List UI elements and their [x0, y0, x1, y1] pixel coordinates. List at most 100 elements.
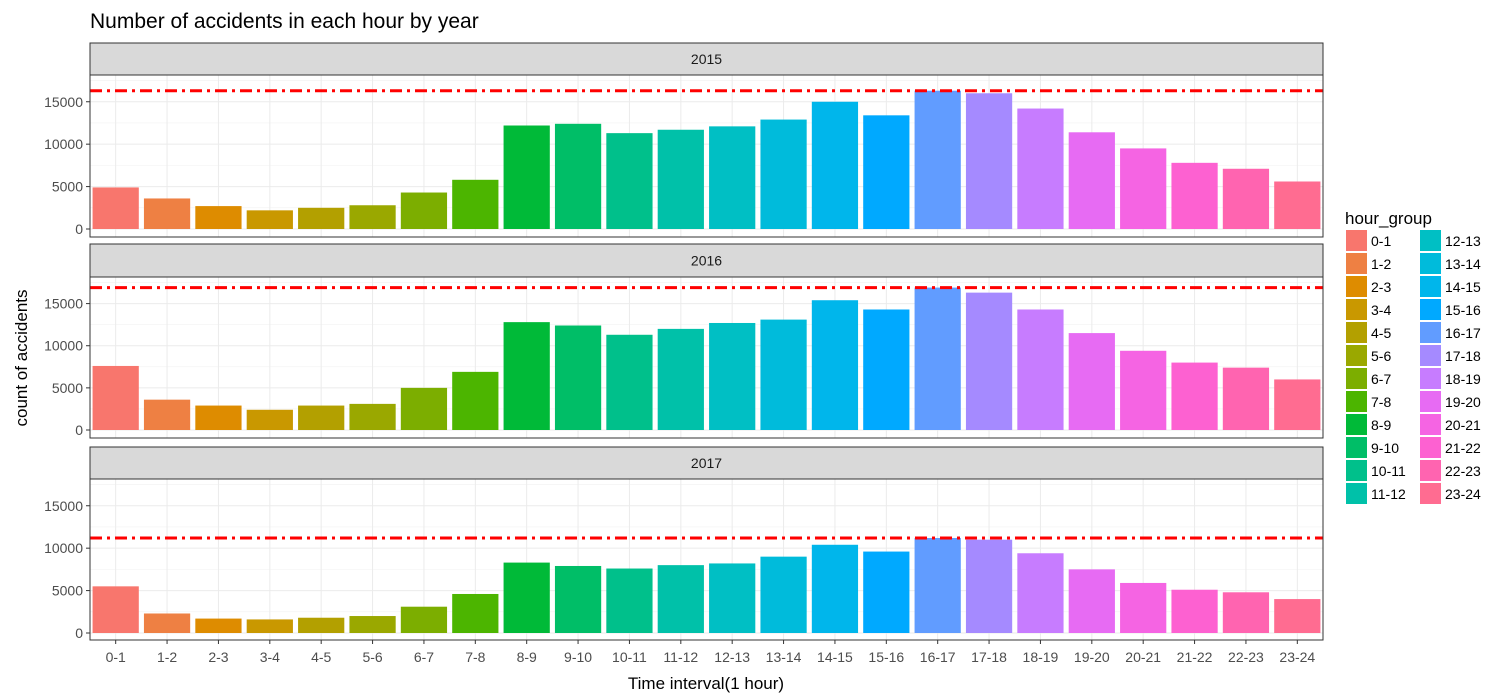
facet-panels: 2015050001000015000201605000100001500020…	[44, 42, 1324, 641]
legend-key-19-20	[1420, 391, 1441, 412]
x-tick-label: 1-2	[157, 649, 177, 665]
legend-label: 12-13	[1445, 233, 1481, 249]
bar-21-22	[1171, 362, 1218, 430]
legend-key-18-19	[1420, 368, 1441, 389]
legend-key-21-22	[1420, 437, 1441, 458]
bar-22-23	[1222, 592, 1270, 633]
legend-label: 4-5	[1371, 325, 1391, 341]
legend-key-0-1	[1346, 230, 1367, 251]
legend-label: 22-23	[1445, 463, 1481, 479]
x-tick-label: 0-1	[106, 649, 126, 665]
bar-3-4	[246, 619, 293, 633]
legend-key-5-6	[1346, 345, 1367, 366]
legend-key-10-11	[1346, 460, 1367, 481]
bar-13-14	[760, 556, 807, 633]
facet-2017: 2017 0 5000 10000 15000	[44, 446, 1324, 641]
bar-18-19	[1017, 108, 1064, 229]
bar-9-10	[554, 565, 602, 633]
legend-label: 10-11	[1371, 463, 1406, 479]
y-tick-label: 5000	[52, 583, 83, 599]
x-axis: 0-1 1-2 2-3 3-4 4-5 5-6 6-7 7-8 8-9 9-10 10-11 11-1…	[106, 640, 1315, 665]
legend-key-8-9	[1346, 414, 1367, 435]
legend-key-11-12	[1346, 483, 1367, 504]
y-tick-label: 10000	[44, 136, 83, 152]
legend-label: 18-19	[1445, 371, 1481, 387]
bar-19-20	[1068, 333, 1115, 430]
bar-8-9	[503, 125, 550, 229]
y-tick-label: 0	[75, 625, 83, 641]
y-tick-label: 15000	[44, 296, 83, 312]
legend-label: 3-4	[1371, 302, 1391, 318]
x-tick-label: 14-15	[817, 649, 853, 665]
y-tick-label: 10000	[44, 540, 83, 556]
x-tick-label: 23-24	[1279, 649, 1315, 665]
bar-20-21	[1120, 350, 1167, 430]
bar-7-8	[452, 593, 499, 633]
legend-label: 2-3	[1371, 279, 1391, 295]
legend-key-2-3	[1346, 276, 1367, 297]
legend-title: hour_group	[1345, 209, 1432, 228]
x-tick-label: 12-13	[714, 649, 750, 665]
bar-12-13	[709, 126, 756, 229]
y-tick-label: 0	[75, 221, 83, 237]
bar-9-10	[554, 325, 602, 430]
legend-key-15-16	[1420, 299, 1441, 320]
bar-0-1	[92, 187, 139, 229]
x-tick-label: 2-3	[208, 649, 228, 665]
legend-key-14-15	[1420, 276, 1441, 297]
bar-12-13	[709, 563, 756, 633]
legend-key-6-7	[1346, 368, 1367, 389]
bar-4-5	[298, 617, 345, 633]
bar-18-19	[1017, 309, 1064, 430]
legend-label: 5-6	[1371, 348, 1391, 364]
x-tick-label: 15-16	[868, 649, 904, 665]
legend-key-17-18	[1420, 345, 1441, 366]
x-tick-label: 20-21	[1125, 649, 1161, 665]
bar-7-8	[452, 371, 499, 430]
legend-key-3-4	[1346, 299, 1367, 320]
bar-2-3	[195, 405, 242, 430]
x-tick-label: 11-12	[663, 649, 698, 665]
x-tick-label: 9-10	[564, 649, 592, 665]
panel-border	[89, 478, 1324, 641]
bar-8-9	[503, 322, 550, 430]
bar-14-15	[811, 300, 859, 430]
bar-22-23	[1222, 367, 1270, 430]
legend: hour_group 0-1 1-2 2-3 3-4 4-5 5-6 6-7 7-8 8-9 9-…	[1345, 209, 1481, 504]
bar-14-15	[811, 101, 859, 229]
legend-label: 23-24	[1445, 486, 1481, 502]
bar-1-2	[143, 198, 191, 229]
bar-5-6	[349, 616, 396, 633]
bar-3-4	[246, 409, 293, 430]
bar-5-6	[349, 205, 396, 229]
legend-label: 0-1	[1371, 233, 1391, 249]
bar-20-21	[1120, 582, 1167, 633]
y-tick-label: 5000	[52, 179, 83, 195]
bar-15-16	[863, 309, 910, 430]
legend-label: 9-10	[1371, 440, 1399, 456]
bar-6-7	[400, 387, 448, 430]
bar-13-14	[760, 319, 807, 430]
bar-23-24	[1274, 599, 1321, 633]
legend-label: 11-12	[1371, 486, 1406, 502]
bar-8-9	[503, 562, 550, 633]
bar-3-4	[246, 210, 293, 229]
chart-title: Number of accidents in each hour by year	[90, 10, 479, 33]
legend-label: 16-17	[1445, 325, 1481, 341]
panel-border	[89, 276, 1324, 439]
panel-border	[89, 74, 1324, 238]
legend-key-22-23	[1420, 460, 1441, 481]
bar-9-10	[554, 123, 602, 229]
legend-label: 20-21	[1445, 417, 1481, 433]
x-tick-label: 4-5	[311, 649, 331, 665]
bar-14-15	[811, 544, 859, 633]
x-tick-label: 19-20	[1074, 649, 1110, 665]
facet-strip-label: 2016	[691, 253, 722, 269]
bar-17-18	[965, 539, 1013, 633]
bar-17-18	[965, 292, 1013, 430]
legend-key-20-21	[1420, 414, 1441, 435]
y-tick-label: 10000	[44, 338, 83, 354]
x-tick-label: 8-9	[517, 649, 537, 665]
bar-22-23	[1222, 168, 1270, 229]
